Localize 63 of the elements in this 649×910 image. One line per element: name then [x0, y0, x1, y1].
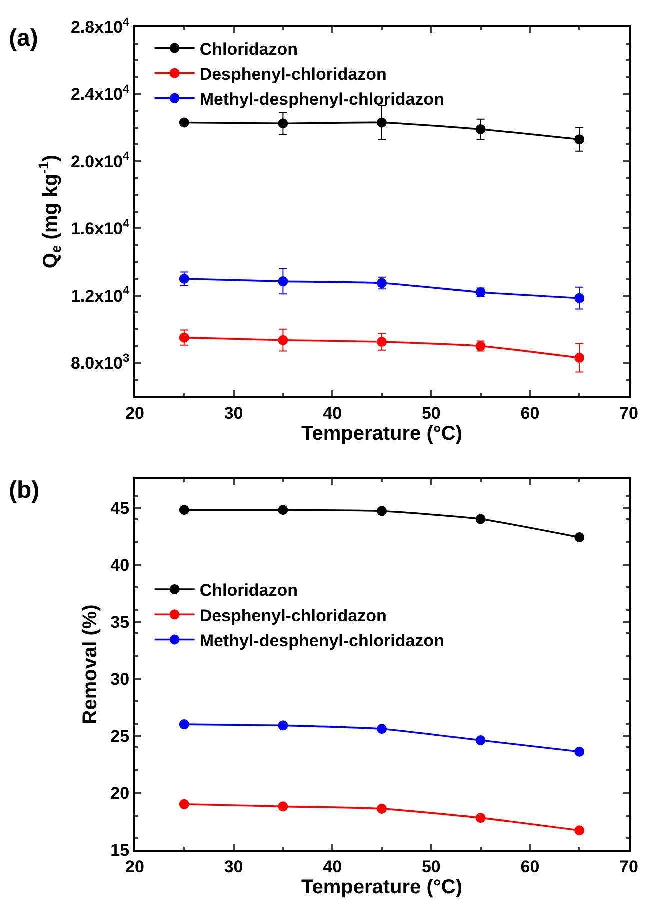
legend-label: Methyl-desphenyl-chloridazon	[200, 90, 444, 110]
point	[476, 813, 486, 824]
y-tick-label: 40	[110, 556, 130, 575]
legend-label: Desphenyl-chloridazon	[200, 606, 387, 626]
point	[377, 724, 387, 734]
x-tick-label: 20	[126, 404, 144, 424]
point	[377, 506, 387, 516]
point	[574, 532, 585, 542]
x-tick-label: 50	[422, 857, 441, 876]
point	[476, 514, 486, 524]
x-tick-label: 30	[224, 857, 244, 876]
y-tick-label: 25	[110, 726, 130, 746]
point	[179, 799, 190, 810]
x-tick-label: 30	[224, 404, 244, 424]
point	[574, 826, 585, 836]
y-tick-label: 45	[110, 498, 130, 518]
x-tick-label: 60	[520, 857, 540, 876]
point	[574, 134, 585, 145]
y-tick-label: 2.4x10$^{4}$	[70, 82, 130, 104]
y-tick-label: 15	[110, 840, 130, 860]
point	[278, 118, 288, 129]
y-tick-label: 20	[110, 784, 130, 803]
point	[179, 720, 190, 730]
y-axis-title: Removal (%)	[80, 604, 102, 725]
point	[278, 505, 288, 516]
legend-label: Chloridazon	[200, 581, 298, 600]
x-tick-label: 60	[520, 404, 540, 424]
point	[377, 337, 387, 348]
point	[476, 736, 486, 746]
point	[574, 352, 585, 363]
point	[179, 274, 190, 284]
point	[179, 118, 190, 128]
point	[278, 276, 288, 287]
y-tick-label: 30	[110, 670, 130, 689]
legend-label: Chloridazon	[200, 40, 298, 59]
y-tick-label: 35	[110, 612, 130, 632]
point	[574, 293, 585, 304]
point	[476, 124, 486, 134]
chart-title: (b)	[9, 477, 40, 504]
point	[278, 802, 288, 812]
x-tick-label: 20	[126, 857, 144, 876]
point	[179, 332, 190, 343]
x-tick-label: 50	[422, 404, 441, 424]
y-tick-label: 1.2x10$^{4}$	[70, 284, 130, 306]
point	[179, 505, 190, 516]
legend-label: Methyl-desphenyl-chloridazon	[200, 631, 444, 650]
x-tick-label: 40	[323, 404, 342, 424]
y-tick-label: 1.6x10$^{4}$	[70, 216, 130, 239]
point	[377, 804, 387, 814]
point	[278, 720, 288, 731]
legend-label: Desphenyl-chloridazon	[200, 64, 387, 84]
x-axis-title: Temperature (°C)	[302, 876, 462, 898]
x-tick-label: 70	[620, 404, 638, 424]
point	[377, 118, 387, 128]
x-tick-label: 70	[620, 857, 638, 876]
y-tick-label: 2.8x10$^{4}$	[70, 14, 130, 37]
chart-title: (a)	[9, 25, 38, 52]
point	[278, 335, 288, 346]
x-axis-title: Temperature (°C)	[302, 423, 462, 446]
y-tick-label: 2.0x10$^{4}$	[70, 149, 130, 172]
y-tick-label: 8.0x10$^{3}$	[70, 350, 130, 373]
x-tick-label: 40	[323, 857, 342, 876]
point	[574, 746, 585, 757]
